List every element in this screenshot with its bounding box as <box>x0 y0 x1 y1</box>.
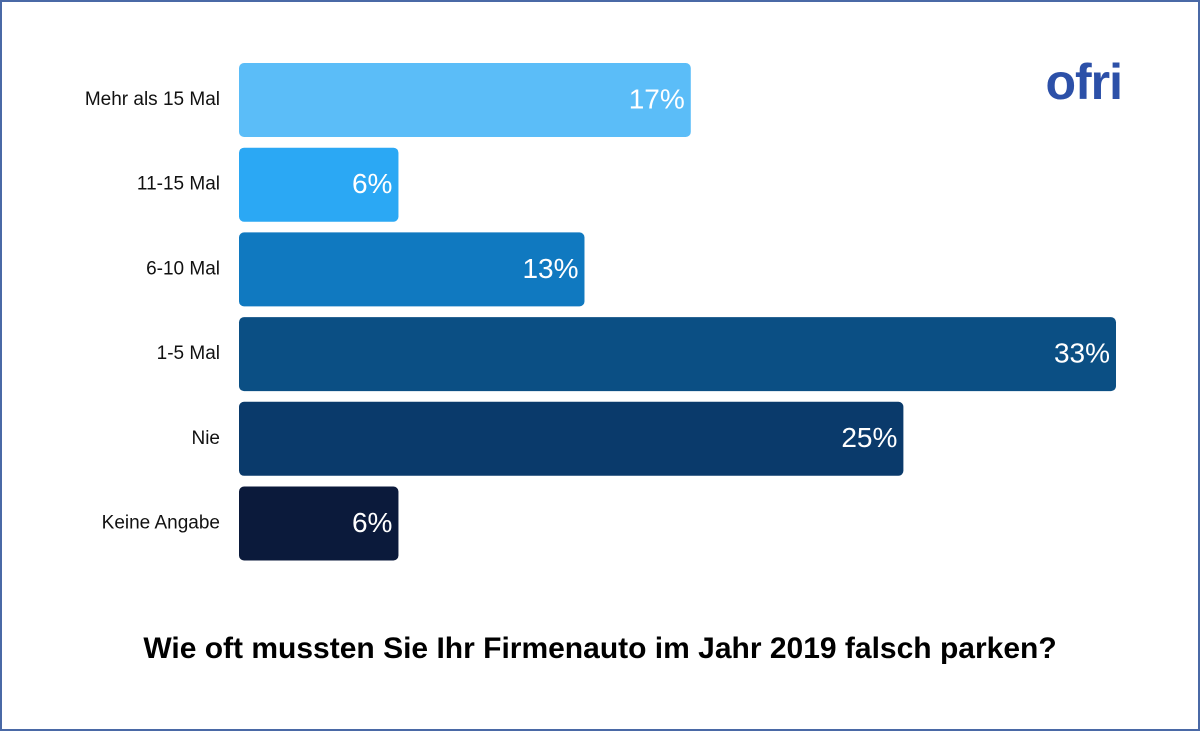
value-label: 13% <box>522 253 578 284</box>
bar <box>239 232 585 307</box>
y-tick-label: Mehr als 15 Mal <box>85 89 220 110</box>
y-tick-label: 11-15 Mal <box>137 174 220 195</box>
value-label: 6% <box>352 507 392 538</box>
value-label: 6% <box>352 168 392 199</box>
bar <box>239 486 399 561</box>
y-tick-label: Keine Angabe <box>102 513 220 534</box>
value-label: 25% <box>841 422 897 453</box>
value-label: 17% <box>629 83 685 114</box>
chart-title: Wie oft mussten Sie Ihr Firmenauto im Ja… <box>143 632 1056 665</box>
bar <box>239 317 1116 392</box>
bar <box>239 401 904 476</box>
bar <box>239 147 399 222</box>
value-label: 33% <box>1054 337 1110 368</box>
bar <box>239 63 691 137</box>
y-tick-label: 6-10 Mal <box>146 258 220 279</box>
logo: ofri <box>1045 54 1122 110</box>
y-tick-label: Nie <box>191 428 220 449</box>
y-tick-label: 1-5 Mal <box>157 343 220 364</box>
